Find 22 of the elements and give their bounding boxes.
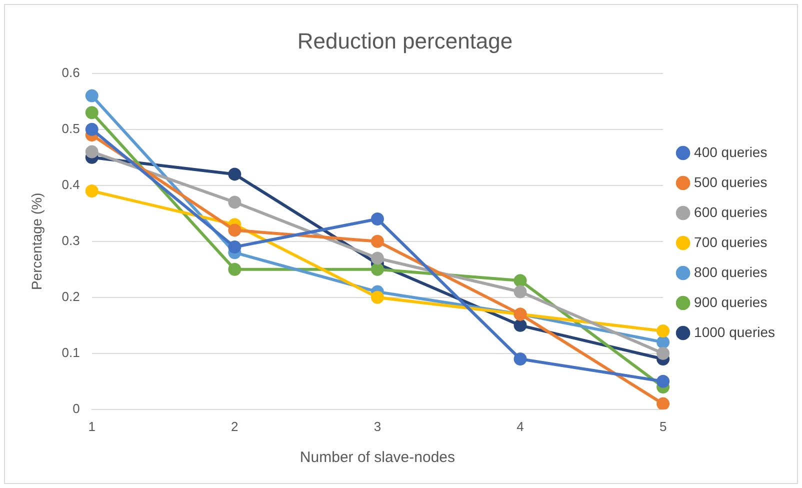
- y-tick-label: 0.4: [62, 176, 80, 192]
- legend-label: 1000 queries: [694, 324, 775, 340]
- legend-label: 500 queries: [694, 174, 768, 190]
- x-axis-title: Number of slave-nodes: [300, 449, 455, 466]
- y-tick-label: 0.5: [62, 120, 80, 136]
- y-tick-label: 0: [72, 400, 80, 416]
- legend-label: 600 queries: [694, 204, 768, 220]
- y-tick-label: 0.3: [62, 232, 80, 248]
- y-tick-label: 0.2: [62, 288, 80, 304]
- y-tick-label: 0.6: [62, 64, 80, 80]
- x-tick-label: 4: [516, 418, 524, 434]
- x-tick-label: 3: [374, 418, 382, 434]
- x-tick-label: 2: [231, 418, 238, 434]
- y-tick-label: 0.1: [62, 344, 80, 360]
- y-axis-title: Percentage (%): [28, 192, 44, 290]
- legend-label: 700 queries: [694, 234, 768, 250]
- x-tick-label: 1: [88, 418, 96, 434]
- legend-label: 900 queries: [694, 294, 768, 310]
- chart-title: Reduction percentage: [297, 28, 513, 54]
- legend-label: 400 queries: [694, 144, 768, 160]
- legend-label: 800 queries: [694, 264, 768, 280]
- x-tick-label: 5: [659, 418, 667, 434]
